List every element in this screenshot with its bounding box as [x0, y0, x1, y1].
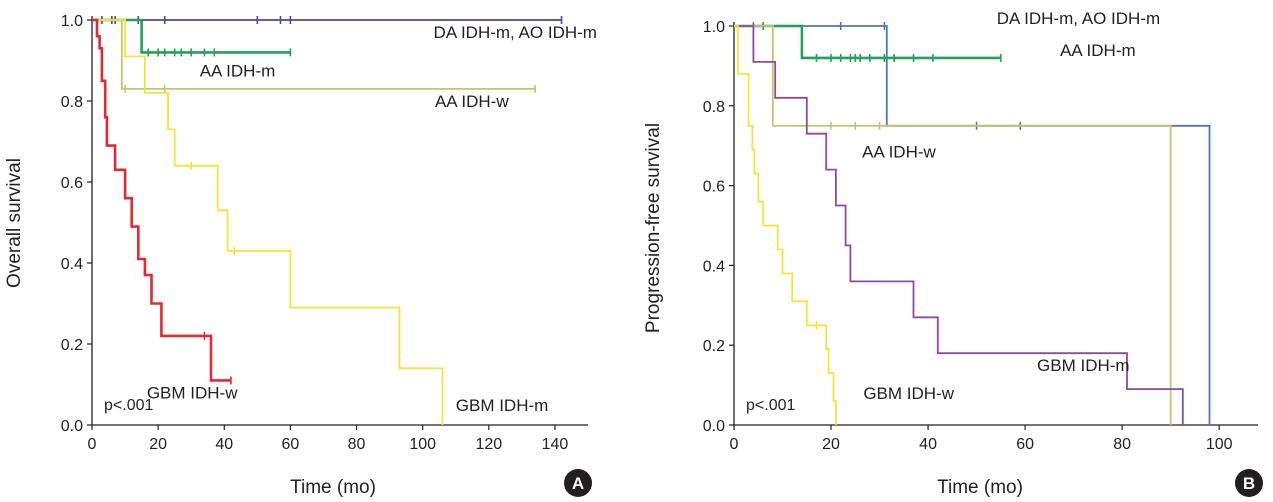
panel-b-badge-letter: B	[1243, 474, 1255, 493]
panel-b-label-gbm-idh-w: GBM IDH-w	[863, 384, 954, 403]
panel-a-badge: A	[564, 469, 592, 497]
panel-a-y-axis-title: Overall survival	[4, 158, 25, 288]
panel-a-x-axis-title: Time (mo)	[290, 477, 376, 498]
panel-b-label-gbm-idh-m: GBM IDH-m	[1037, 356, 1130, 375]
panel-a-series-gbm-idh-m	[92, 19, 444, 425]
panel-a-x-tick-label: 0	[88, 436, 97, 453]
panel-b-series-da-idh-m-ao-idh-m	[734, 25, 1211, 425]
panel-a-x-tick-label: 140	[542, 436, 569, 453]
panel-a-badge-letter: A	[572, 474, 584, 493]
panel-a-x-tick-label: 40	[215, 436, 233, 453]
panel-a-x-tick-label: 20	[149, 436, 167, 453]
panel-b-y-tick-label: 0.4	[703, 258, 725, 275]
panel-a-overall-survival: Overall survival Time (mo) p<.001 A 0 20 4…	[4, 13, 597, 498]
panel-b-badge-circle	[1235, 469, 1263, 497]
panel-b-y-tick-label: 0.2	[703, 338, 725, 355]
panel-a-badge-circle	[564, 469, 592, 497]
panel-b-series-aa-idh-m	[734, 24, 1001, 60]
panel-a-y-tick-label: 0.0	[61, 418, 83, 435]
panel-a-x-tick-label: 80	[348, 436, 366, 453]
panel-b-y-tick-label: 0.0	[703, 418, 725, 435]
panel-b-label-da-idh-m-ao-idh-m: DA IDH-m, AO IDH-m	[997, 9, 1160, 28]
panel-b-x-tick-label: 80	[1113, 436, 1131, 453]
panel-b-y-tick-label: 0.6	[703, 179, 725, 196]
panel-b-x-tick-label: 0	[730, 436, 739, 453]
panel-a-label-gbm-idh-w: GBM IDH-w	[147, 384, 238, 403]
panel-a-series-gbm-idh-w	[92, 18, 231, 382]
panel-b-label-aa-idh-m: AA IDH-m	[1060, 41, 1136, 60]
panel-b-p-value: p<.001	[746, 397, 795, 414]
panel-b-series-gbm-idh-m	[734, 25, 1184, 425]
panel-a-y-tick-label: 0.8	[61, 94, 83, 111]
panel-b-series-aa-idh-w	[734, 25, 1172, 425]
panel-b-x-tick-label: 40	[919, 436, 937, 453]
panel-a-y-tick-label: 1.0	[61, 13, 83, 30]
panel-b-y-tick-label: 0.8	[703, 99, 725, 116]
panel-a-y-tick-label: 0.2	[61, 337, 83, 354]
panel-b-y-axis-title: Progression-free survival	[643, 123, 664, 333]
panel-b-progression-free-survival: Progression-free survival Time (mo) p<.0…	[643, 9, 1263, 498]
panel-b-series-gbm-idh-w	[734, 25, 837, 425]
panel-a-label-aa-idh-m: AA IDH-m	[200, 62, 276, 81]
panel-a-x-tick-label: 60	[282, 436, 300, 453]
panel-a-label-da-idh-m-ao-idh-m: DA IDH-m, AO IDH-m	[434, 23, 597, 42]
panel-a-p-value: p<.001	[104, 397, 153, 414]
panel-b-x-tick-label: 100	[1206, 436, 1233, 453]
panel-a-x-tick-label: 100	[409, 436, 436, 453]
panel-a-label-gbm-idh-m: GBM IDH-m	[456, 396, 549, 415]
panel-b-y-tick-label: 1.0	[703, 19, 725, 36]
panel-b-x-axis-title: Time (mo)	[937, 477, 1023, 498]
panel-a-y-tick-label: 0.6	[61, 175, 83, 192]
panel-b-badge: B	[1235, 469, 1263, 497]
panel-a-y-tick-label: 0.4	[61, 256, 83, 273]
panel-b-x-tick-label: 20	[822, 436, 840, 453]
panel-b-label-aa-idh-w: AA IDH-w	[862, 143, 936, 162]
panel-a-x-tick-label: 120	[475, 436, 502, 453]
panel-a-label-aa-idh-w: AA IDH-w	[435, 92, 509, 111]
panel-b-x-tick-label: 60	[1016, 436, 1034, 453]
